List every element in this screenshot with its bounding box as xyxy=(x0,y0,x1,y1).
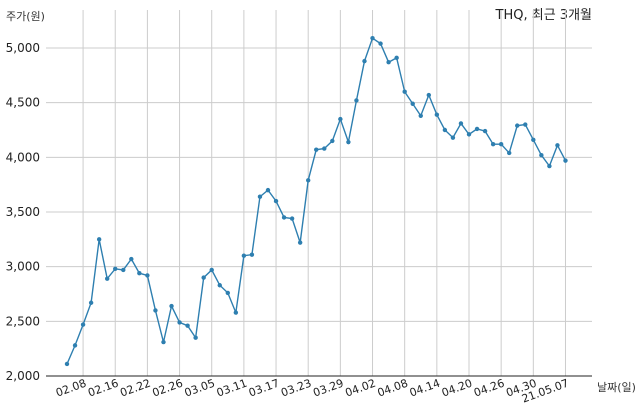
y-tick-label: 4,500 xyxy=(6,96,40,110)
data-point xyxy=(531,137,536,143)
data-point xyxy=(225,290,230,296)
data-point xyxy=(88,300,94,305)
y-tick-label: 4,000 xyxy=(6,150,40,164)
data-point xyxy=(402,89,407,94)
data-point xyxy=(322,146,327,151)
x-tick-label: 02.16 xyxy=(86,377,120,400)
data-point xyxy=(96,237,102,242)
data-point xyxy=(201,275,206,280)
data-point xyxy=(482,128,488,134)
data-point xyxy=(523,122,528,127)
data-point xyxy=(289,216,295,221)
x-axis-title: 날짜(일) xyxy=(597,380,636,394)
data-point xyxy=(64,361,70,367)
data-point xyxy=(394,55,399,61)
x-tick-label: 04.14 xyxy=(408,377,442,400)
data-point xyxy=(346,139,351,145)
data-point xyxy=(338,116,343,122)
x-tick-label: 02.22 xyxy=(118,377,152,400)
data-point xyxy=(547,163,552,169)
data-point xyxy=(281,215,287,220)
data-point xyxy=(121,267,126,273)
data-point xyxy=(410,101,415,106)
data-point xyxy=(249,252,255,257)
data-point xyxy=(177,320,182,325)
data-point xyxy=(113,266,118,272)
data-point xyxy=(515,123,520,128)
data-point xyxy=(378,41,383,46)
data-point xyxy=(555,143,560,148)
y-axis-ticks: 2,000 2,500 3,000 3,500 4,000 4,500 5,000 xyxy=(6,41,40,383)
data-point xyxy=(466,132,472,137)
x-tick-label: 04.02 xyxy=(343,377,377,400)
data-point xyxy=(434,112,440,117)
data-point xyxy=(145,273,150,278)
data-point xyxy=(426,92,431,98)
x-tick-label: 03.11 xyxy=(215,377,249,400)
x-tick-label: 03.29 xyxy=(311,377,345,400)
data-point xyxy=(273,198,279,204)
data-point xyxy=(442,127,448,133)
x-tick-label: 04.08 xyxy=(376,377,410,400)
data-point xyxy=(257,194,263,199)
data-point xyxy=(539,152,544,158)
data-point xyxy=(386,60,391,65)
y-tick-label: 3,000 xyxy=(6,260,40,274)
data-point xyxy=(474,126,480,132)
data-point xyxy=(80,322,86,327)
data-point xyxy=(314,147,319,152)
data-point xyxy=(418,113,423,118)
x-tick-label: 03.05 xyxy=(183,377,217,400)
data-point xyxy=(370,35,375,41)
data-point xyxy=(209,267,214,273)
series-line xyxy=(66,37,567,365)
data-point xyxy=(563,158,568,163)
data-point xyxy=(265,187,271,193)
chart-title: THQ, 최근 3개월 xyxy=(495,8,592,23)
y-tick-label: 2,000 xyxy=(6,369,40,383)
data-point xyxy=(217,283,222,288)
x-tick-label: 04.20 xyxy=(440,377,474,400)
data-point xyxy=(354,98,359,103)
y-axis-title: 주가(원) xyxy=(6,10,45,23)
x-axis-ticks: 02.0802.1602.2202.2603.0503.1103.1703.23… xyxy=(54,377,570,406)
data-point xyxy=(490,142,496,147)
data-point xyxy=(137,271,142,276)
price-series xyxy=(64,35,568,367)
x-tick-label: 02.08 xyxy=(54,377,88,400)
x-tick-label: 04.26 xyxy=(472,377,506,400)
y-tick-label: 3,500 xyxy=(6,205,40,219)
x-tick-label: 02.26 xyxy=(151,377,185,400)
data-point xyxy=(193,335,198,340)
data-point xyxy=(507,150,512,156)
data-point xyxy=(233,310,239,315)
x-tick-label: 03.17 xyxy=(247,377,281,400)
y-tick-label: 5,000 xyxy=(6,41,40,55)
data-point xyxy=(450,135,456,140)
grid xyxy=(46,10,592,376)
data-point xyxy=(330,138,335,144)
data-point xyxy=(297,240,303,245)
data-point xyxy=(306,178,311,183)
data-point xyxy=(105,276,110,281)
data-point xyxy=(458,121,464,126)
data-point xyxy=(72,343,78,348)
data-point xyxy=(498,142,504,147)
y-tick-label: 2,500 xyxy=(6,314,40,328)
data-point xyxy=(185,323,190,328)
data-point xyxy=(153,308,158,313)
data-point xyxy=(362,58,367,64)
data-point xyxy=(161,339,166,345)
data-point xyxy=(241,253,247,258)
data-point xyxy=(129,256,134,262)
data-point xyxy=(169,303,174,309)
x-tick-label: 03.23 xyxy=(279,377,313,400)
